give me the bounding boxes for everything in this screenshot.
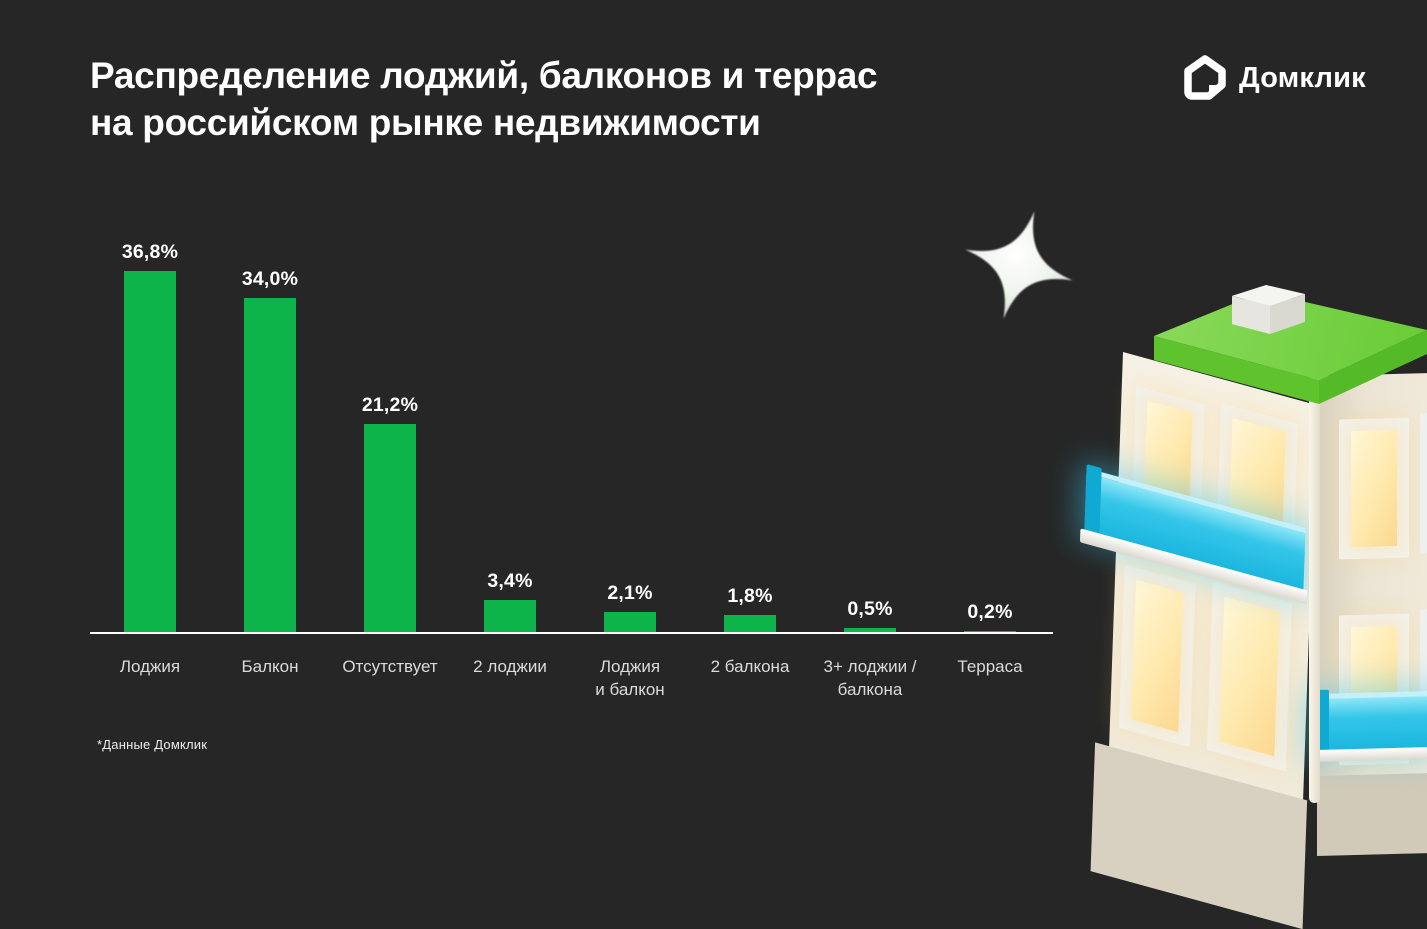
category-label: Отсутствует	[342, 657, 438, 676]
category-label: 3+ лоджии / балкона	[823, 657, 917, 699]
bar	[124, 270, 176, 633]
window-pane	[1131, 579, 1184, 733]
bar	[604, 612, 656, 633]
bar-value-label: 3,4%	[487, 569, 533, 592]
sparkle-star-icon	[965, 211, 1073, 319]
page-title-line-2: на российском рынке недвижимости	[90, 102, 761, 143]
balcony-ledge	[1079, 528, 1308, 605]
window	[1216, 402, 1299, 551]
bar-value-label: 21,2%	[361, 394, 419, 417]
window	[1131, 385, 1205, 524]
bar-column: 36,8%	[90, 233, 210, 633]
building-front-face	[1079, 352, 1317, 929]
window	[1206, 581, 1292, 772]
bar	[244, 298, 296, 633]
window-frame-edge	[1420, 609, 1427, 760]
category-labels-row: Лоджия Балкон Отсутствует 2 лоджии Лоджия и …	[90, 655, 1050, 701]
domclick-house-icon	[1182, 55, 1228, 101]
window-pane	[1144, 400, 1193, 509]
bar-value-label: 1,8%	[727, 585, 773, 608]
bar-column: 3,4%	[450, 233, 570, 633]
page-title: Распределение лоджий, балконов и террас …	[90, 52, 878, 146]
building-base	[1317, 773, 1427, 856]
window-pane	[1219, 596, 1280, 757]
logo-wordmark: Домклик	[1239, 61, 1366, 94]
infographic-slide: { "header": { "title_line1": "Распределе…	[90, 52, 1427, 929]
category-label: Лоджия и балкон	[595, 657, 665, 699]
balcony-glass	[1084, 468, 1306, 595]
balcony-ledge	[1309, 746, 1427, 763]
bar-column: 1,8%	[690, 233, 810, 633]
chimney-top	[1232, 285, 1305, 306]
bar-value-label: 0,5%	[847, 598, 893, 621]
window	[1339, 613, 1409, 766]
bar-value-label: 0,2%	[967, 601, 1013, 623]
window-frame-edge	[1420, 413, 1427, 554]
balcony-end-cap	[1084, 464, 1102, 542]
window-pane	[1351, 429, 1397, 548]
data-source-footnote: *Данные Домклик	[97, 737, 208, 752]
domclick-logo: Домклик	[1182, 55, 1366, 101]
category-label: Лоджия	[119, 657, 181, 676]
window-pane	[1229, 418, 1286, 536]
x-axis-line	[90, 632, 1053, 634]
roof-side	[1319, 330, 1427, 404]
bar-column: 0,5%	[810, 233, 930, 633]
chimney-side	[1232, 296, 1270, 334]
bar-column: 2,1%	[570, 233, 690, 633]
window-pane	[1351, 625, 1397, 754]
category-label: Балкон	[241, 657, 299, 676]
chimney-side	[1270, 294, 1305, 334]
category-label: 2 лоджии	[473, 657, 547, 676]
building-base	[1090, 742, 1308, 929]
bar	[844, 628, 896, 633]
window	[1118, 564, 1196, 748]
page-title-line-1: Распределение лоджий, балконов и террас	[90, 55, 878, 96]
roof-top	[1154, 292, 1427, 380]
building-side-face	[1309, 373, 1427, 856]
bar	[484, 599, 536, 633]
building-corner-edge	[1309, 362, 1320, 803]
bar-value-label: 36,8%	[121, 240, 179, 263]
bar	[724, 615, 776, 633]
balcony-glass	[1313, 690, 1427, 756]
bar-value-label: 34,0%	[241, 268, 299, 291]
roof-side	[1154, 336, 1319, 404]
category-label: 2 балкона	[710, 657, 790, 676]
bar-value-label: 2,1%	[607, 582, 653, 605]
bars-row: 36,8% 34,0% 21,2% 3,4% 2,1% 1,8% 0,5% 0,2%	[90, 233, 1050, 633]
balcony-end-cap	[1313, 689, 1329, 757]
bar	[364, 424, 416, 633]
bar-column: 21,2%	[330, 233, 450, 633]
bar-column: 34,0%	[210, 233, 330, 633]
window	[1339, 417, 1409, 560]
category-label: Терраса	[957, 657, 1023, 676]
